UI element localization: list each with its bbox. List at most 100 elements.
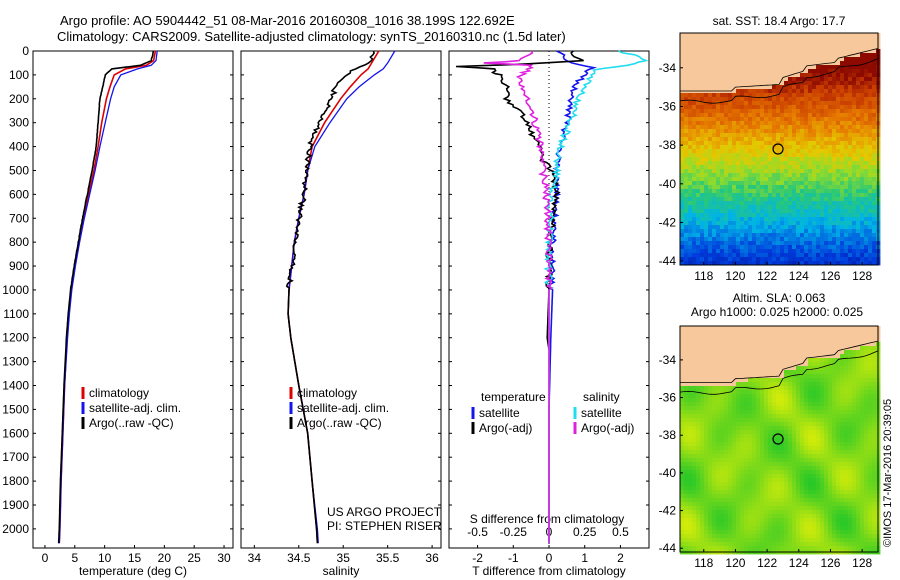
map-cell	[716, 438, 721, 443]
map-cell	[800, 334, 805, 339]
map-cell	[704, 370, 709, 375]
map-cell	[720, 482, 725, 487]
map-cell	[800, 366, 805, 371]
map-cell	[768, 454, 773, 459]
map-cell	[708, 165, 713, 170]
map-cell	[688, 157, 693, 162]
map-cell	[788, 502, 793, 507]
map-cell	[780, 233, 785, 238]
map-cell	[712, 442, 717, 447]
map-cell	[764, 181, 769, 186]
map-cell	[812, 141, 817, 146]
map-cell	[760, 53, 765, 58]
map-cell	[736, 61, 741, 66]
map-cell	[744, 185, 749, 190]
map-cell	[868, 181, 873, 186]
map-cell	[684, 490, 689, 495]
map-cell	[692, 53, 697, 58]
map-cell	[844, 249, 849, 254]
map-cell	[812, 85, 817, 90]
map-cell	[744, 334, 749, 339]
map-cell	[796, 546, 801, 551]
map-cell	[820, 113, 825, 118]
map-cell	[824, 185, 829, 190]
map-cell	[868, 149, 873, 154]
map-cell	[728, 153, 733, 158]
map-cell	[740, 41, 745, 46]
map-cell	[732, 418, 737, 423]
map-cell	[764, 534, 769, 539]
map-cell	[716, 406, 721, 411]
map-cell	[752, 370, 757, 375]
map-cell	[860, 117, 865, 122]
map-cell	[816, 245, 821, 250]
map-cell	[736, 125, 741, 130]
map-cell	[764, 402, 769, 407]
map-cell	[872, 121, 877, 126]
map-cell	[848, 149, 853, 154]
map-cell	[756, 197, 761, 202]
map-cell	[836, 229, 841, 234]
map-cell	[800, 45, 805, 50]
map-cell	[804, 510, 809, 515]
map-cell	[708, 109, 713, 114]
map-cell	[756, 57, 761, 62]
map-cell	[804, 49, 809, 54]
map-cell	[752, 129, 757, 134]
map-cell	[804, 77, 809, 82]
map-cell	[840, 33, 845, 38]
map-cell	[708, 514, 713, 519]
map-cell	[860, 229, 865, 234]
map-cell	[780, 217, 785, 222]
map-cell	[768, 141, 773, 146]
map-cell	[784, 418, 789, 423]
map-cell	[772, 542, 777, 547]
map-cell	[744, 49, 749, 54]
map-cell	[844, 93, 849, 98]
map-cell	[792, 518, 797, 523]
map-cell	[688, 490, 693, 495]
map-cell	[724, 466, 729, 471]
map-cell	[684, 466, 689, 471]
map-cell	[800, 129, 805, 134]
map-cell	[680, 245, 685, 250]
map-cell	[812, 125, 817, 130]
map-cell	[808, 225, 813, 230]
map-cell	[800, 101, 805, 106]
map-cell	[720, 466, 725, 471]
map-cell	[812, 181, 817, 186]
map-cell	[736, 109, 741, 114]
map-cell	[764, 414, 769, 419]
map-cell	[768, 105, 773, 110]
map-cell	[852, 229, 857, 234]
map-cell	[788, 121, 793, 126]
x-tick-label: -1	[508, 551, 519, 565]
map-cell	[744, 249, 749, 254]
map-cell	[804, 173, 809, 178]
map-cell	[764, 97, 769, 102]
map-cell	[696, 125, 701, 130]
map-cell	[796, 113, 801, 118]
map-cell	[824, 157, 829, 162]
map-cell	[708, 378, 713, 383]
map-cell	[764, 245, 769, 250]
map-cell	[788, 173, 793, 178]
map-cell	[856, 213, 861, 218]
map-cell	[692, 406, 697, 411]
map-cell	[696, 121, 701, 126]
map-cell	[720, 165, 725, 170]
map-cell	[720, 189, 725, 194]
map-cell	[752, 342, 757, 347]
map-cell	[780, 394, 785, 399]
map-cell	[696, 161, 701, 166]
map-cell	[856, 205, 861, 210]
map-cell	[748, 478, 753, 483]
map-cell	[784, 117, 789, 122]
map-cell	[812, 177, 817, 182]
map-cell	[712, 85, 717, 90]
map-cell	[688, 93, 693, 98]
map-cell	[732, 89, 737, 94]
map-cell	[804, 45, 809, 50]
map-cell	[688, 129, 693, 134]
map-cell	[760, 125, 765, 130]
